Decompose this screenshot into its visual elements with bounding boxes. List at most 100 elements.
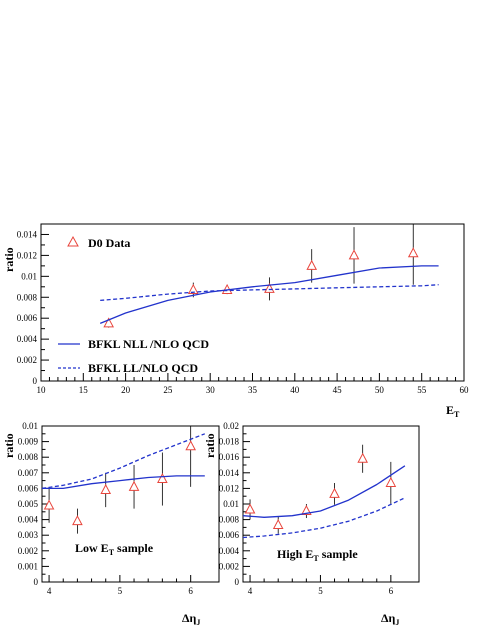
top-legend: D0 Data BFKL NLL /NLO QCD BFKL LL/NLO QC… (58, 235, 209, 375)
high-et-x-tick-label: 6 (389, 586, 394, 596)
high-et-ll-curve (242, 497, 406, 539)
low-et-data-point (157, 472, 168, 484)
high-et-panel: 0 0.002 0.004 0.006 0.008 0.01 0.012 0.014 0.016… (203, 421, 420, 627)
high-et-data (242, 444, 406, 539)
top-y-tick-label: 0.006 (17, 313, 38, 323)
high-et-nll-curve (242, 465, 406, 518)
low-et-panel: 0 0.001 0.002 0.003 0.004 0.005 0.006 0.007 0.00… (2, 421, 220, 627)
legend-solid-label: BFKL NLL /NLO QCD (88, 337, 209, 351)
high-et-y-tick-label: 0.02 (223, 421, 239, 431)
low-et-y-tick-label: 0.001 (18, 561, 38, 571)
top-data-point (103, 317, 115, 328)
high-et-y-tick-label: 0.01 (223, 499, 239, 509)
high-et-y-tick-label: 0.018 (219, 437, 240, 447)
low-et-y-tick-label: 0.005 (18, 499, 39, 509)
low-et-nll-curve (42, 475, 205, 490)
low-et-y-tick-label: 0.003 (18, 530, 39, 540)
low-et-data-point (43, 499, 55, 510)
high-et-annotation-sub: T (313, 554, 319, 563)
low-et-data-point (128, 480, 140, 491)
low-et-x-axis-label-sub: J (196, 618, 200, 627)
top-y-tick-label: 0.008 (17, 292, 38, 302)
low-et-x-tick-label: 4 (47, 586, 52, 596)
high-et-annotation: High ET sample (277, 547, 358, 563)
top-data-point (306, 259, 318, 270)
low-et-y-tick-label: 0.009 (18, 437, 39, 447)
low-et-y-tick-label: 0.002 (18, 546, 38, 556)
top-x-tick-label: 55 (417, 385, 427, 395)
top-data-point (348, 249, 360, 260)
top-x-tick-label: 50 (375, 385, 385, 395)
top-y-tick-label: 0.004 (17, 334, 38, 344)
high-et-data-point (329, 487, 340, 498)
top-y-tick-label: 0.014 (17, 229, 38, 239)
low-et-x-tick-label: 5 (118, 586, 123, 596)
top-x-tick-label: 45 (333, 385, 343, 395)
low-et-data (41, 426, 206, 534)
low-et-y-tick-label: 0.008 (18, 452, 39, 462)
top-ll-curve (100, 284, 439, 302)
top-x-axis-label: ET (446, 403, 460, 419)
high-et-x-tick-label: 4 (248, 586, 253, 596)
low-et-data-point (185, 440, 197, 451)
high-et-y-tick-label: 0.004 (219, 546, 240, 556)
low-et-y-tick-label: 0 (34, 577, 39, 587)
high-et-data-point (357, 452, 369, 463)
top-data-point (187, 283, 199, 294)
low-et-x-axis-label-main: Δη (182, 611, 197, 625)
top-data-point (264, 282, 275, 293)
low-et-ticks: 0 0.001 0.002 0.003 0.004 0.005 0.006 0.007 0.00… (18, 421, 194, 596)
high-et-y-tick-label: 0.002 (219, 561, 239, 571)
low-et-y-tick-label: 0.01 (22, 421, 38, 431)
high-et-ticks: 0 0.002 0.004 0.006 0.008 0.01 0.012 0.014 0.016… (219, 421, 394, 596)
top-y-tick-label: 0.002 (17, 355, 37, 365)
high-et-y-tick-label: 0 (235, 577, 240, 587)
top-data-point (407, 247, 419, 258)
low-et-annotation-main: Low E (75, 541, 109, 555)
low-et-annotation-tail: sample (114, 541, 154, 555)
top-x-axis-label-sub: T (454, 410, 460, 419)
high-et-y-axis-label: ratio (203, 433, 217, 458)
high-et-y-tick-label: 0.008 (219, 515, 240, 525)
top-x-tick-label: 35 (248, 385, 258, 395)
low-et-data-point (72, 515, 83, 526)
low-et-y-tick-label: 0.007 (18, 468, 39, 478)
high-et-data-point (385, 476, 397, 487)
top-data (99, 224, 439, 328)
top-ticks: 0 0.002 0.004 0.006 0.008 0.01 0.012 0.014 10 15 2… (17, 229, 469, 395)
high-et-y-tick-label: 0.012 (219, 483, 239, 493)
top-x-tick-label: 20 (121, 385, 131, 395)
high-et-annotation-main: High E (277, 547, 313, 561)
low-et-ll-curve (41, 433, 206, 490)
high-et-x-axis-label: ΔηJ (381, 611, 399, 627)
high-et-x-axis-label-sub: J (395, 618, 399, 627)
top-x-tick-label: 10 (37, 385, 47, 395)
high-et-data-point (272, 518, 284, 530)
low-et-y-tick-label: 0.006 (18, 483, 39, 493)
low-et-x-tick-label: 6 (188, 586, 193, 596)
low-et-y-axis-label: ratio (2, 433, 16, 458)
top-x-tick-label: 15 (79, 385, 89, 395)
low-et-annotation-sub: T (109, 548, 115, 557)
high-et-x-axis-label-main: Δη (381, 611, 396, 625)
top-x-tick-label: 40 (290, 385, 300, 395)
low-et-y-tick-label: 0.004 (18, 515, 39, 525)
low-et-annotation: Low ET sample (75, 541, 154, 557)
high-et-y-tick-label: 0.016 (219, 452, 240, 462)
top-x-tick-label: 60 (460, 385, 470, 395)
legend-triangle-marker (67, 235, 79, 247)
legend-dashed-label: BFKL LL/NLO QCD (88, 361, 198, 375)
top-x-axis-label-main: E (446, 403, 454, 417)
legend-data-label: D0 Data (88, 236, 130, 250)
top-y-axis-label: ratio (2, 247, 16, 272)
low-et-x-axis-label: ΔηJ (182, 611, 200, 627)
high-et-y-tick-label: 0.014 (219, 468, 240, 478)
top-x-tick-label: 25 (163, 385, 173, 395)
top-y-tick-label: 0.012 (17, 250, 37, 260)
high-et-data-point (244, 503, 256, 514)
top-nll-curve (99, 265, 439, 325)
top-y-tick-label: 0.01 (21, 271, 37, 281)
low-et-data-point (100, 483, 112, 494)
high-et-y-tick-label: 0.006 (219, 530, 240, 540)
